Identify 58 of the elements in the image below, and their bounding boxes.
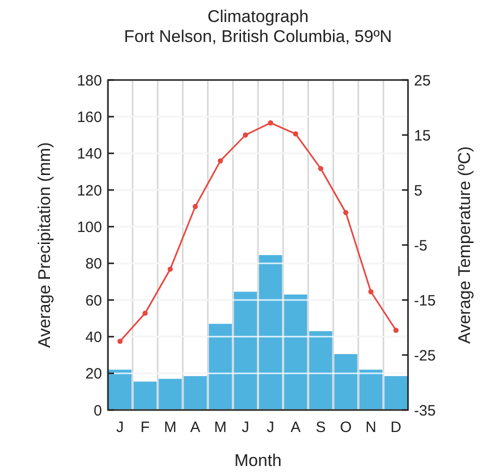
x-tick-label: S [316,419,326,436]
point [293,131,298,136]
y-tick-label: 160 [76,108,102,126]
bar [309,331,332,410]
point [218,158,223,164]
y2-tick-label: -15 [414,292,436,310]
x-tick-label: A [290,419,301,436]
point [117,338,123,344]
bar [134,382,157,410]
x-axis-title: Month [234,451,282,470]
y-tick-label: 40 [85,328,102,346]
y-tick-label: 100 [76,218,102,236]
y-tick-label: 60 [85,292,102,310]
y2-tick-label: -5 [414,237,428,254]
x-tick-label: O [340,419,352,436]
point [393,328,399,333]
x-tick-label: J [242,419,250,436]
y-tick-label: 20 [85,366,102,383]
x-tick-label: J [116,419,124,436]
y-tick-label: 0 [94,402,102,420]
bar [284,294,308,410]
point [343,210,348,216]
bar [234,292,257,410]
x-tick-label: N [365,419,376,436]
y2-tick-label: 5 [414,182,422,200]
bar [184,376,207,410]
point [142,310,148,316]
bar [359,370,382,410]
bar [334,354,358,410]
x-tick-label: M [164,419,176,436]
bar [259,255,282,410]
x-tick-label: D [390,419,402,436]
chart-subtitle: Fort Nelson, British Columbia, 59ºN [124,27,392,46]
bar [108,370,132,410]
y-tick-label: 180 [76,72,102,90]
point [318,166,324,172]
y2-tick-label: -35 [414,402,436,420]
y2-tick-label: 15 [414,127,431,144]
y-tick-label: 140 [76,146,102,163]
x-tick-label: M [214,419,227,436]
bar [158,378,182,410]
bar [208,324,232,410]
y-tick-label: 80 [85,256,102,273]
x-tick-label: A [190,419,200,436]
point [192,204,198,210]
y-axis-title: Average Precipitation (mm) [35,142,54,348]
y2-tick-label: 25 [414,72,431,90]
y2-axis-title: Average Temperature (ºC) [455,146,474,344]
point [168,266,173,272]
x-tick-label: J [266,419,274,436]
bar [384,376,408,410]
y-tick-label: 120 [76,182,102,200]
x-tick-label: F [140,419,150,436]
point [242,132,248,138]
point [368,289,374,294]
point [268,120,274,126]
chart-title: Climatograph [207,7,309,26]
y2-tick-label: -25 [414,347,436,364]
